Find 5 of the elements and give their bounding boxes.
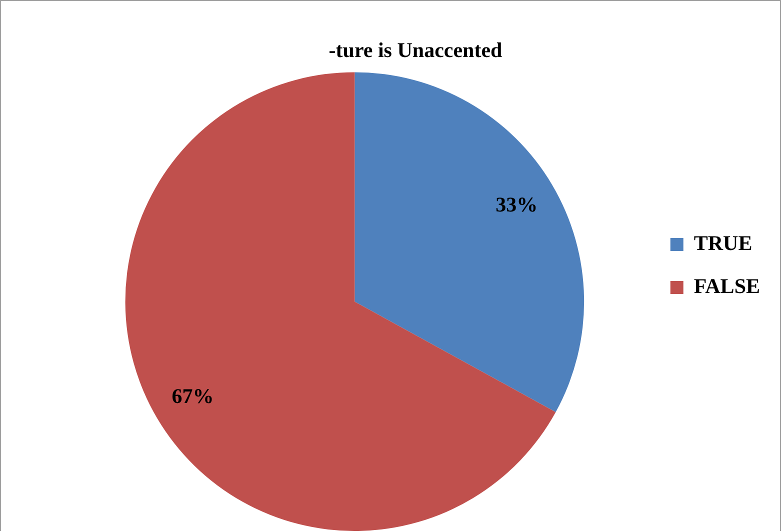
data-label: 33% [496,192,538,216]
data-label: 67% [172,384,214,408]
legend-label: TRUE [694,230,752,255]
legend-label: FALSE [694,274,760,298]
chart-title: -ture is Unaccented [328,38,503,62]
